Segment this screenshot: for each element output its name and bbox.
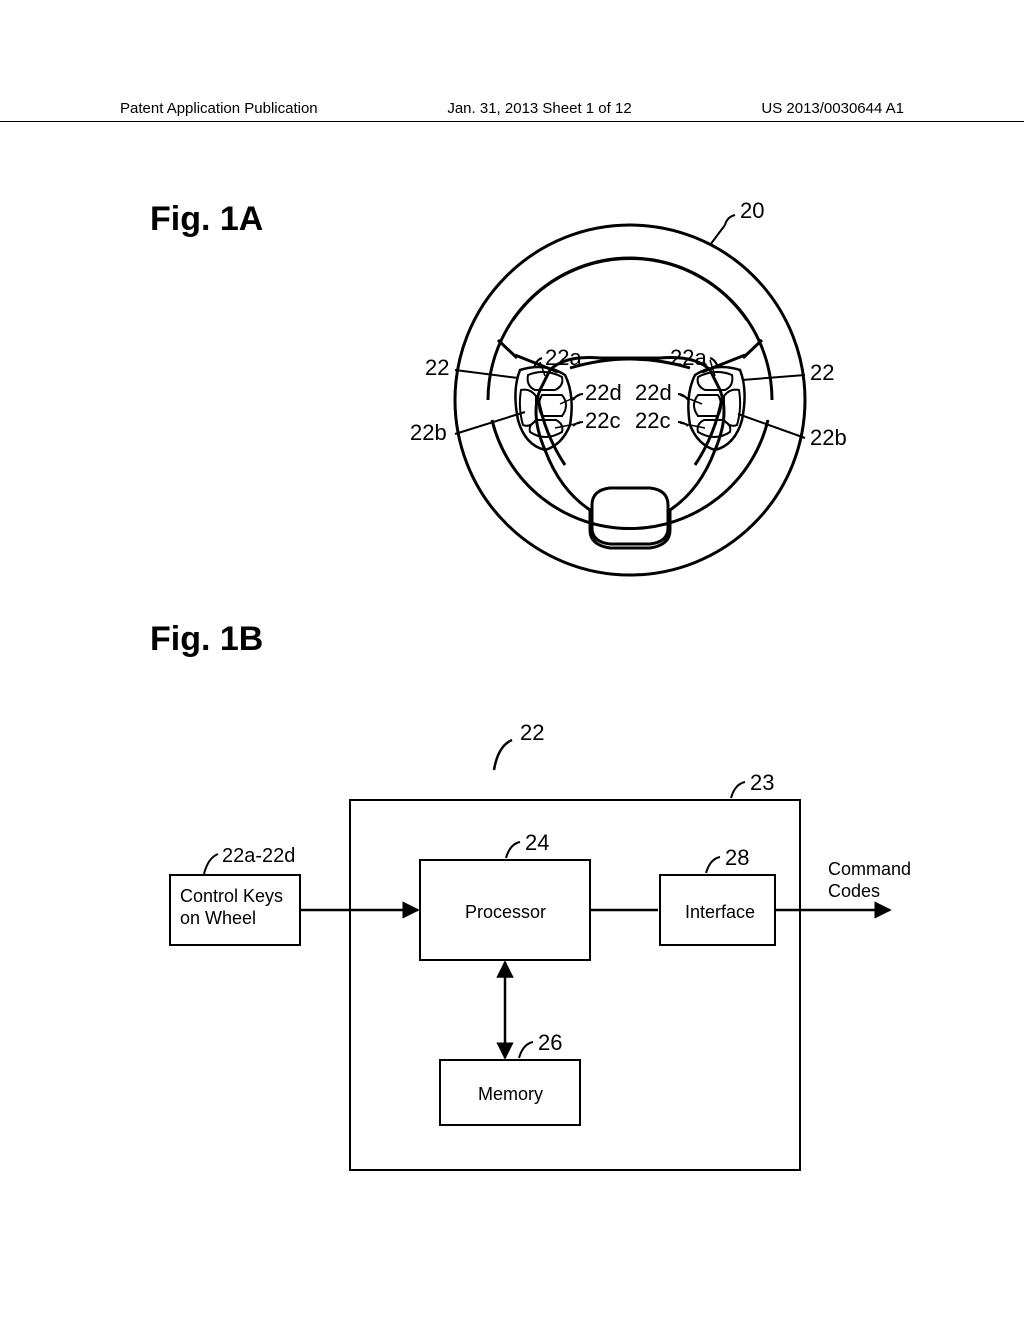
ref-24: 24 <box>525 830 549 855</box>
ref-22d-left: 22d <box>585 380 622 405</box>
ref-22-right: 22 <box>810 360 834 385</box>
page-header: Patent Application Publication Jan. 31, … <box>0 100 1024 122</box>
command-codes-line2: Codes <box>828 881 880 901</box>
memory-label: Memory <box>478 1084 543 1104</box>
ref-28: 28 <box>725 845 749 870</box>
processor-label: Processor <box>465 902 546 922</box>
ref-22a-22d: 22a-22d <box>222 845 295 867</box>
command-codes-line1: Command <box>828 859 911 879</box>
publication-number: US 2013/0030644 A1 <box>761 100 904 117</box>
ref-22a-right: 22a <box>670 345 707 370</box>
ref-22-left: 22 <box>425 355 449 380</box>
ref-22a-left: 22a <box>545 345 582 370</box>
steering-wheel-diagram: 20 22 22a 22d 22c 22b 22 22a <box>370 190 890 590</box>
figure-1b-label: Fig. 1B <box>150 620 950 659</box>
publication-date: Jan. 31, 2013 Sheet 1 of 12 <box>447 100 631 117</box>
interface-label: Interface <box>685 902 755 922</box>
ref-22c-right: 22c <box>635 408 670 433</box>
ref-22d-right: 22d <box>635 380 672 405</box>
ref-22b-right: 22b <box>810 425 847 450</box>
publication-type: Patent Application Publication <box>120 100 318 117</box>
ref-22: 22 <box>520 720 544 745</box>
ref-22c-left: 22c <box>585 408 620 433</box>
block-diagram: 22 23 Control Keys on Wheel 22a-22d Proc… <box>150 710 970 1190</box>
ref-22b-left: 22b <box>410 420 447 445</box>
ref-26: 26 <box>538 1030 562 1055</box>
figure-1a: Fig. 1A <box>150 200 850 239</box>
ref-20: 20 <box>740 198 764 223</box>
figure-1b: Fig. 1B 22 23 Control Keys on Wheel 22a-… <box>150 620 950 659</box>
control-keys-line1: Control Keys <box>180 886 283 906</box>
ref-23: 23 <box>750 770 774 795</box>
control-keys-line2: on Wheel <box>180 908 256 928</box>
